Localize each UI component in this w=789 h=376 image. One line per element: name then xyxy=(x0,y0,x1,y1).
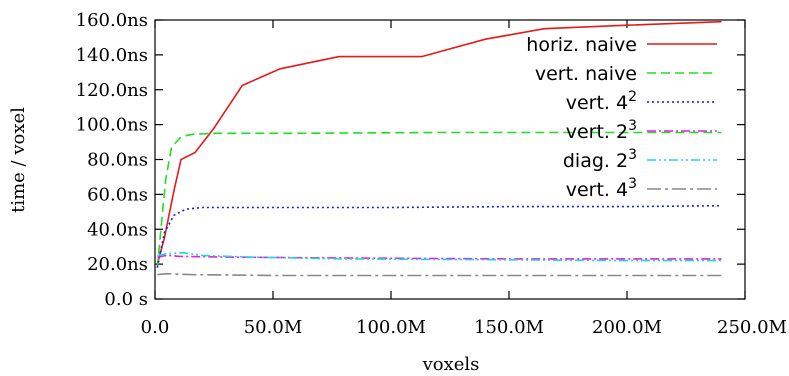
y-tick-label: 80.0ns xyxy=(87,150,148,171)
y-tick-label: 40.0ns xyxy=(87,219,148,240)
y-tick-label: 140.0ns xyxy=(76,45,148,66)
legend-label-base: vert. 4 xyxy=(566,92,628,114)
y-tick-label: 120.0ns xyxy=(76,80,148,101)
legend-label-superscript: 3 xyxy=(628,147,637,163)
legend-label-superscript: 3 xyxy=(628,118,637,134)
y-tick-label: 100.0ns xyxy=(76,115,148,136)
y-tick-label: 60.0ns xyxy=(87,184,148,205)
y-tick-label: 160.0ns xyxy=(76,10,148,31)
legend-label: horiz. naive xyxy=(526,34,637,56)
legend-label-base: vert. naive xyxy=(535,63,637,85)
x-tick-label: 250.0M xyxy=(717,317,787,338)
legend-label: vert. 42 xyxy=(566,89,637,114)
series-line xyxy=(157,272,722,277)
y-axis-label: time / voxel xyxy=(8,107,29,213)
series-layer xyxy=(156,20,722,277)
legend-label-superscript: 3 xyxy=(628,176,637,192)
series-line xyxy=(157,251,722,262)
legend-label: diag. 23 xyxy=(563,147,637,172)
legend-label: vert. 43 xyxy=(566,176,637,201)
x-tick-label: 0.0 xyxy=(141,317,170,338)
legend-label-base: vert. 4 xyxy=(566,179,628,201)
legend-label-base: horiz. naive xyxy=(526,34,637,56)
x-tick-label: 50.0M xyxy=(244,317,303,338)
x-tick-label: 150.0M xyxy=(474,317,544,338)
legend-label-base: diag. 2 xyxy=(563,150,628,172)
tick-labels: 0.0 s 20.0ns 40.0ns 60.0ns 80.0ns 100.0ns 120.… xyxy=(76,10,787,338)
x-tick-label: 200.0M xyxy=(592,317,662,338)
legend-label: vert. naive xyxy=(535,63,637,85)
legend-label: vert. 23 xyxy=(566,118,637,143)
x-axis-label: voxels xyxy=(422,354,480,375)
y-tick-label: 0.0 s xyxy=(104,289,148,310)
series-line xyxy=(156,20,722,265)
series-line xyxy=(156,204,722,268)
series-line xyxy=(156,131,722,268)
legend-label-superscript: 2 xyxy=(628,89,637,105)
y-tick-label: 20.0ns xyxy=(87,254,148,275)
tick-marks xyxy=(154,19,746,300)
legend-label-base: vert. 2 xyxy=(566,121,628,143)
x-tick-label: 100.0M xyxy=(356,317,426,338)
